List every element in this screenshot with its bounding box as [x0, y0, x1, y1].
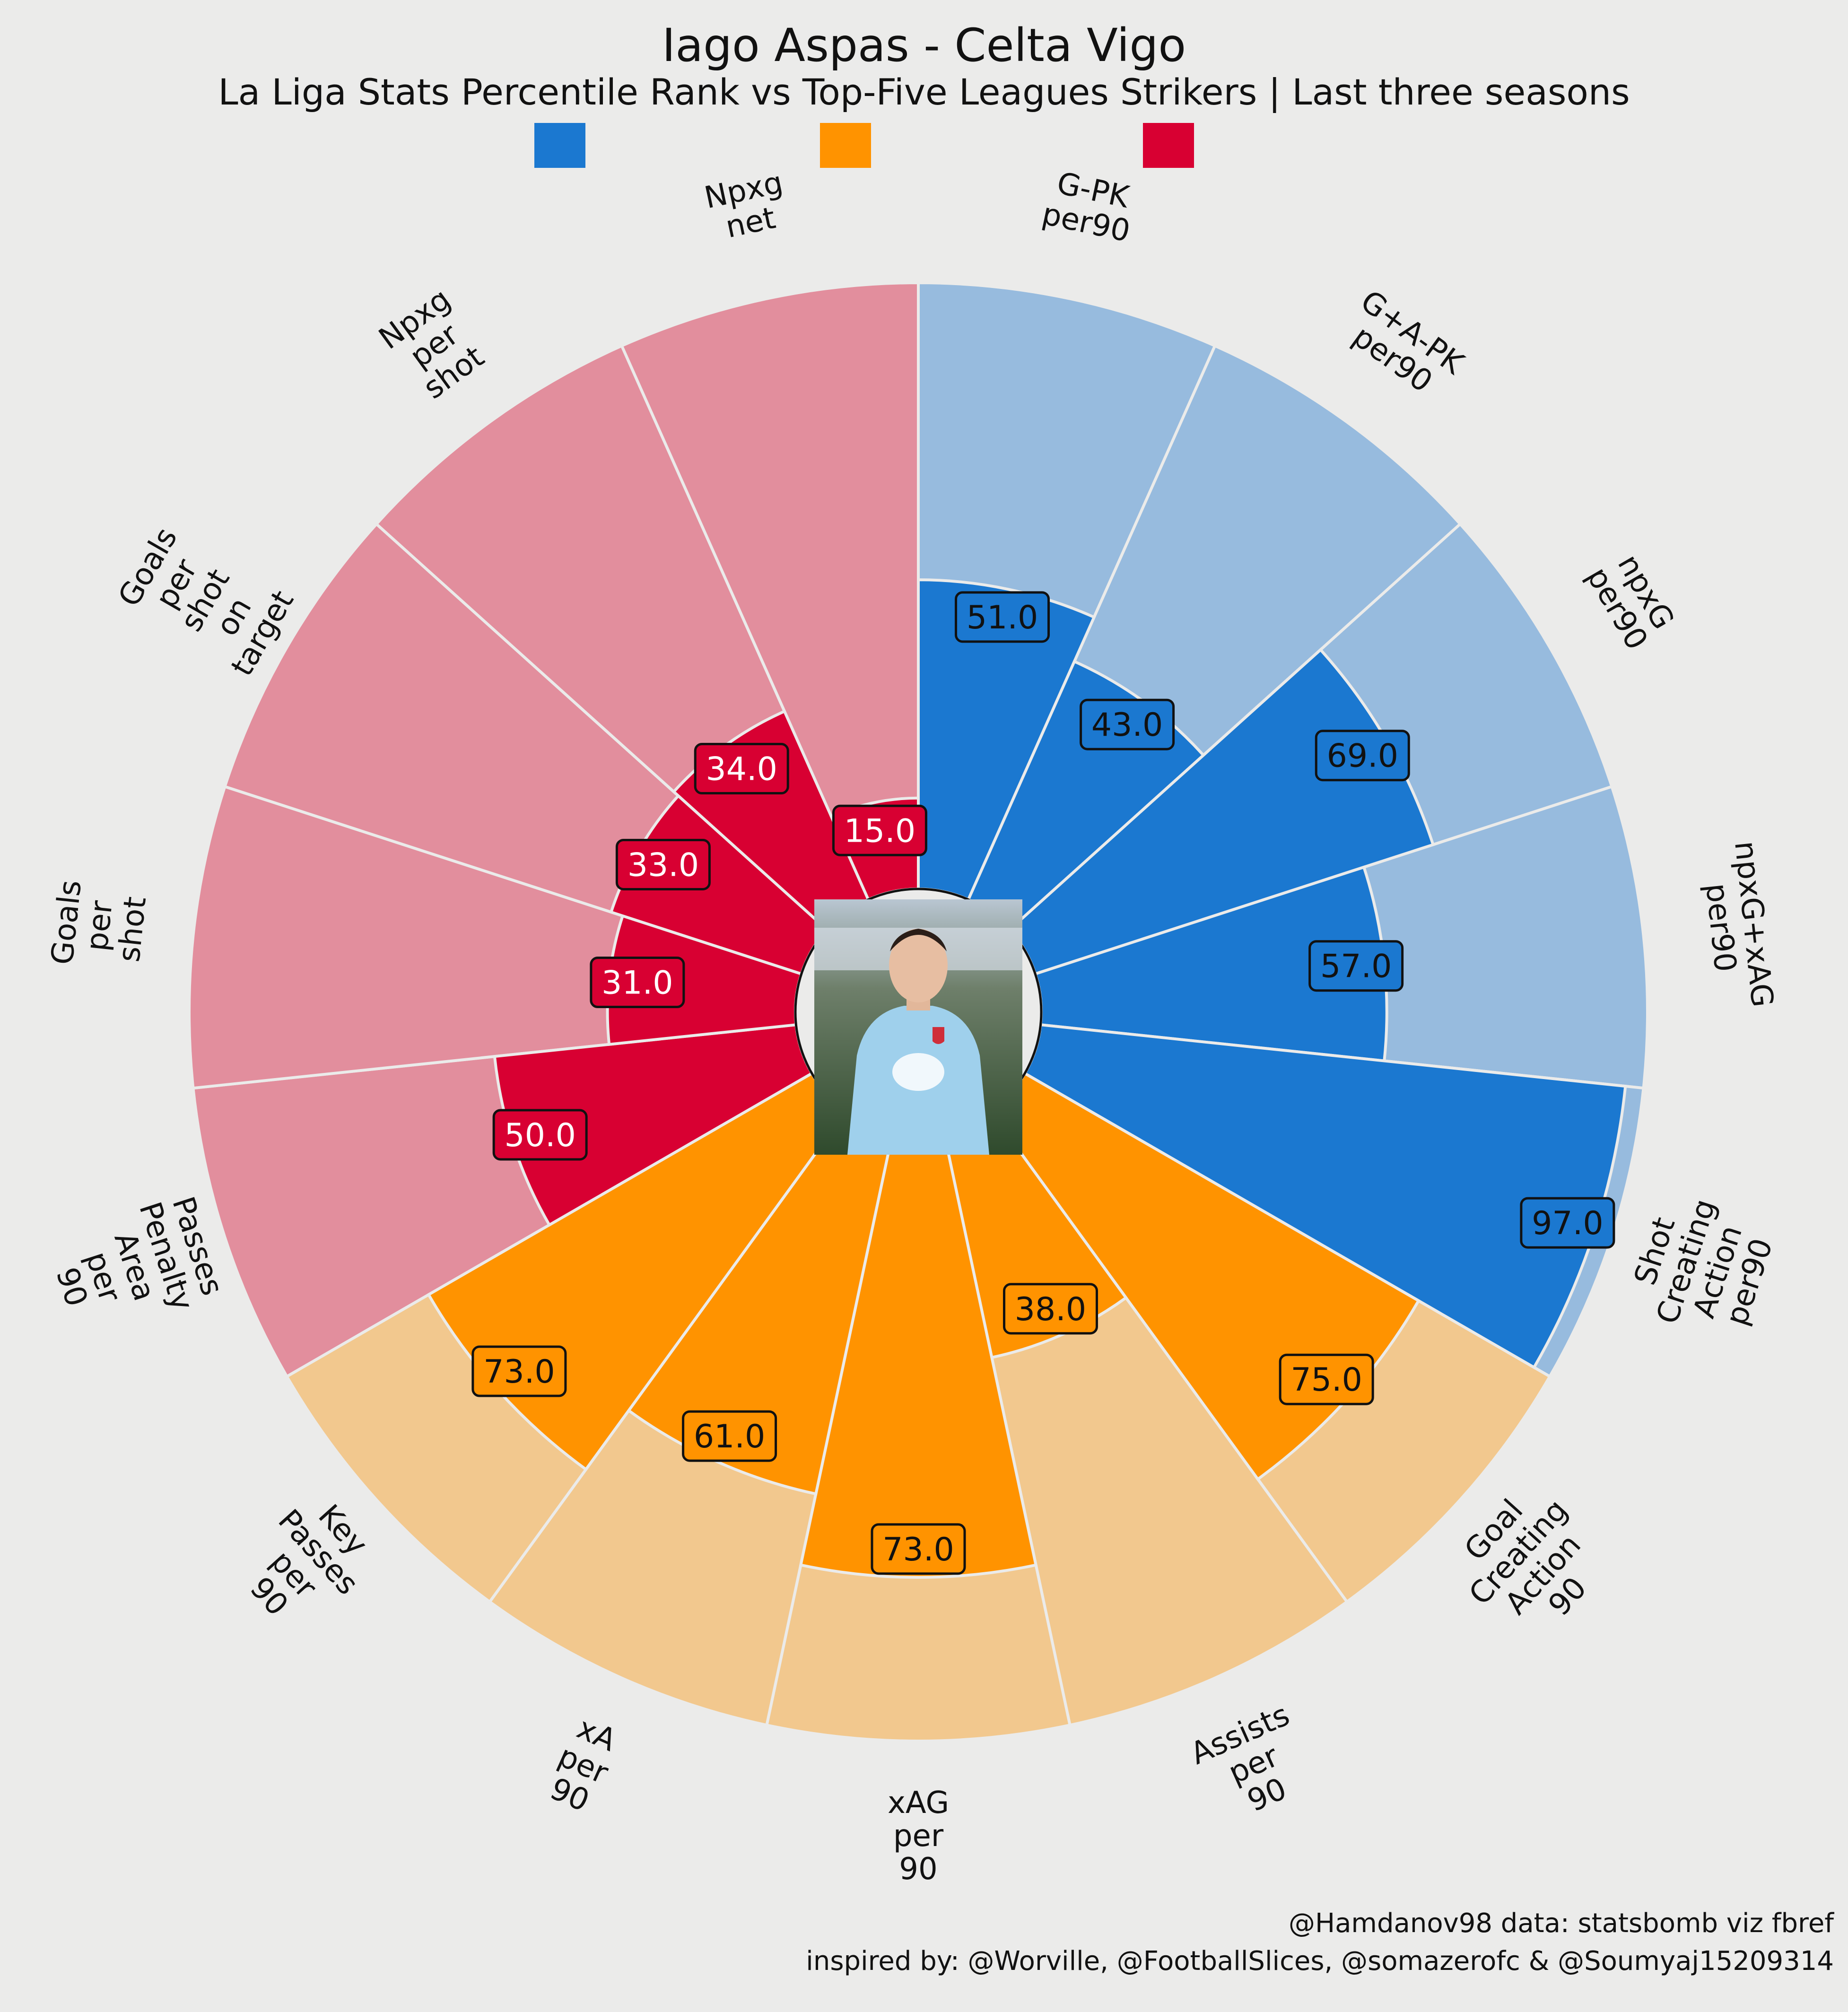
category-label-ga-pk-per90: G+A-PKper90 — [1334, 284, 1471, 409]
category-label-xa-per-90: xAper90 — [540, 1708, 627, 1821]
value-text-npxg-per90: 69.0 — [1327, 738, 1398, 775]
category-label-passes-penalty-area-per-90: PassesPenaltyAreaper90 — [37, 1188, 231, 1346]
value-text-goals-per-shot: 31.0 — [601, 965, 673, 1002]
legend-swatch-blue — [534, 123, 585, 168]
chart-subtitle: La Liga Stats Percentile Rank vs Top-Fiv… — [218, 71, 1630, 113]
value-label-ga-pk-per90: 43.0 — [1080, 698, 1175, 750]
category-label-key-passes-per-90: KeyPassesper90 — [222, 1481, 389, 1646]
value-label-goals-per-shot-on-target: 33.0 — [615, 838, 711, 890]
value-label-npxg-net: 15.0 — [832, 804, 927, 856]
category-label-npxg-net: Npxgnet — [701, 165, 793, 248]
value-label-xa-per-90: 61.0 — [682, 1410, 777, 1462]
value-text-goals-per-shot-on-target: 33.0 — [628, 846, 699, 884]
category-label-assists-per-90: Assistsper90 — [1186, 1698, 1322, 1832]
credit-line-1: @Hamdanov98 data: statsbomb viz fbref — [1288, 1908, 1834, 1939]
value-label-passes-penalty-area-per-90: 50.0 — [492, 1109, 588, 1161]
value-labels: 51.0 43.0 69.0 57.0 97.0 75.0 38.0 73.0 61.0 73.0… — [471, 591, 1615, 1575]
category-label-goal-creating-action-90: GoalCreatingAction90 — [1438, 1471, 1624, 1656]
value-label-goal-creating-action-90: 75.0 — [1279, 1353, 1374, 1405]
value-label-shot-creating-action-per90: 97.0 — [1520, 1197, 1615, 1249]
category-label-npxg-per90: npxGper90 — [1579, 545, 1683, 656]
credit-line-2: inspired by: @Worville, @FootballSlices,… — [806, 1946, 1834, 1977]
value-label-g-pk-per90: 51.0 — [955, 591, 1050, 643]
value-text-goal-creating-action-90: 75.0 — [1290, 1361, 1362, 1399]
category-labels: G-PKper90 G+A-PKper90 npxGper90 npxG+xAGper… — [37, 164, 1786, 1887]
value-text-npxg-per-shot: 34.0 — [706, 751, 777, 788]
value-text-xa-per-90: 61.0 — [694, 1418, 765, 1455]
value-label-goals-per-shot: 31.0 — [590, 957, 685, 1009]
category-label-xag-per-90: xAG per 90 — [888, 1786, 949, 1887]
value-label-npxg-per-shot: 34.0 — [694, 743, 789, 795]
value-text-ga-pk-per90: 43.0 — [1091, 706, 1163, 744]
value-label-npxg-per90: 69.0 — [1315, 730, 1410, 782]
category-label-g-pk-per90: G-PKper90 — [1039, 164, 1140, 249]
player-photo — [814, 899, 1022, 1155]
value-text-g-pk-per90: 51.0 — [967, 599, 1038, 636]
value-text-key-passes-per-90: 73.0 — [483, 1353, 555, 1391]
value-label-npxgxag-per90: 57.0 — [1308, 940, 1404, 992]
category-label-npxgxag-per90: npxG+xAGper90 — [1694, 839, 1779, 1012]
value-label-key-passes-per-90: 73.0 — [471, 1345, 567, 1397]
value-text-xag-per-90: 73.0 — [882, 1531, 954, 1568]
chart-title: Iago Aspas - Celta Vigo — [662, 19, 1186, 72]
category-label-shot-creating-action-per90: ShotCreatingActionper90 — [1619, 1185, 1786, 1349]
category-label-goals-per-shot-on-target: Goalspershotontarget — [110, 519, 301, 682]
value-text-shot-creating-action-per90: 97.0 — [1532, 1205, 1603, 1242]
value-label-xag-per-90: 73.0 — [871, 1523, 966, 1575]
category-label-goals-per-shot: Goalspershot — [45, 879, 155, 973]
value-label-assists-per-90: 38.0 — [1002, 1283, 1098, 1335]
value-text-npxg-net: 15.0 — [844, 812, 915, 850]
category-label-npxg-per-shot: Npxgpershot — [373, 282, 496, 410]
value-text-passes-penalty-area-per-90: 50.0 — [504, 1117, 575, 1154]
value-text-npxgxag-per90: 57.0 — [1320, 948, 1392, 985]
legend-swatch-red — [1143, 123, 1194, 168]
legend-swatch-orange — [820, 123, 871, 168]
value-text-assists-per-90: 38.0 — [1015, 1291, 1086, 1328]
